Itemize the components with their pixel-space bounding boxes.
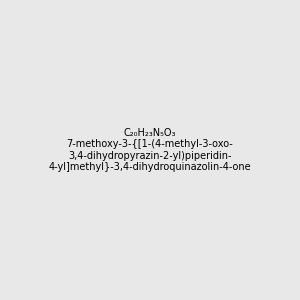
Text: C₂₀H₂₃N₅O₃
7-methoxy-3-{[1-(4-methyl-3-oxo-
3,4-dihydropyrazin-2-yl)piperidin-
4: C₂₀H₂₃N₅O₃ 7-methoxy-3-{[1-(4-methyl-3-o…	[49, 128, 251, 172]
